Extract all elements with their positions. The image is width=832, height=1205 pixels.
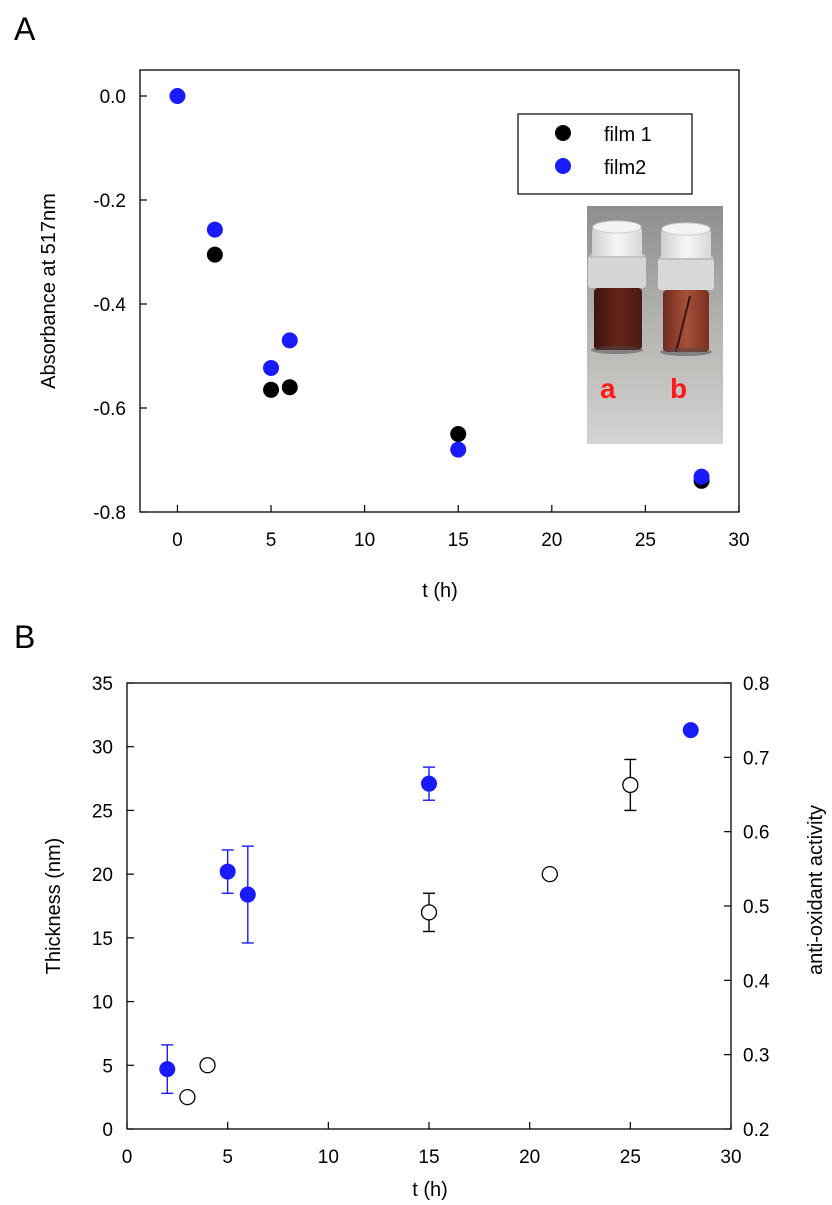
legend-label-film2: film2 <box>604 157 646 179</box>
panel-a-point-film1 <box>263 381 280 398</box>
panel-b-point-filled <box>159 1061 176 1078</box>
panel-a-legend: film 1 film2 <box>517 113 693 195</box>
inset-label-a: a <box>600 373 616 404</box>
panel-b-point-open <box>541 865 558 883</box>
panel-b-x-tick-label: 0 <box>122 1147 133 1168</box>
panel-b-y2-tick-label: 0.3 <box>743 1046 769 1067</box>
panel-b-point-filled <box>421 775 437 792</box>
panel-b-point-filled <box>219 863 236 880</box>
panel-b-y-axis-label: Thickness (nm) <box>43 838 65 975</box>
panel-a-point-film2 <box>450 441 467 458</box>
panel-a-y-tick-label: -0.8 <box>93 503 126 524</box>
panel-b-x-tick-label: 15 <box>418 1147 439 1168</box>
panel-b-y2-tick-label: 0.4 <box>743 971 770 992</box>
panel-a-x-tick-label: 30 <box>728 530 749 551</box>
panel-b-data-points <box>159 722 699 1106</box>
panel-b-x-axis-label: t (h) <box>412 1179 448 1201</box>
vial-a <box>588 220 646 354</box>
panel-a-point-film1 <box>450 426 467 442</box>
panel-b-point-open <box>179 1088 196 1106</box>
panel-b-x-tick-label: 20 <box>519 1147 540 1168</box>
legend-box <box>517 113 693 195</box>
panel-a-y-tick-label: -0.6 <box>93 399 126 420</box>
panel-b-x-tick-label: 30 <box>720 1147 741 1168</box>
panel-b-y-tick-label: 35 <box>92 674 113 695</box>
panel-a-x-axis-label: t (h) <box>422 580 458 602</box>
panel-b-ticks: 0 5 10 15 20 25 30 0 5 10 15 20 25 30 35 0.2 0.3 0.4 0.5 0.… <box>92 674 770 1168</box>
panel-a-point-film2 <box>281 332 298 349</box>
panel-a-point-film2 <box>206 221 223 238</box>
panel-b-y2-tick-label: 0.6 <box>743 823 769 844</box>
panel-b-y-tick-label: 10 <box>92 993 113 1014</box>
panel-b-point-open <box>199 1057 216 1074</box>
panel-b-point-open <box>420 904 438 921</box>
panel-b-y2-tick-label: 0.8 <box>743 674 769 695</box>
panel-b-y-tick-label: 15 <box>92 929 113 950</box>
panel-a-x-tick-label: 15 <box>448 530 469 551</box>
panel-b-y-tick-label: 25 <box>92 801 113 822</box>
panel-b-y-tick-label: 0 <box>102 1120 113 1141</box>
panel-a-y-tick-label: -0.4 <box>93 295 126 316</box>
panel-b-y2-tick-label: 0.2 <box>743 1120 769 1141</box>
panel-a-letter: A <box>14 11 36 47</box>
panel-a-point-film1 <box>206 246 223 263</box>
panel-a-point-film2 <box>169 88 186 104</box>
panel-b-x-tick-label: 25 <box>620 1147 641 1168</box>
panel-a-ticks: 0 5 10 15 20 25 30 0.0 -0.2 -0.4 -0.6 -0.8 <box>93 87 749 551</box>
legend-marker-film1 <box>555 125 571 141</box>
panel-b-x-tick-label: 5 <box>222 1147 233 1168</box>
panel-a-x-tick-label: 25 <box>635 530 656 551</box>
panel-b-x-tick-label: 10 <box>318 1147 339 1168</box>
inset-photo: a b <box>587 206 723 444</box>
panel-b-y2-axis-label: anti-oxidant activity <box>805 805 827 975</box>
panel-b-point-filled <box>682 722 699 739</box>
panel-b-y-tick-label: 5 <box>102 1056 113 1077</box>
panel-b-letter: B <box>14 619 35 655</box>
panel-b-point-open <box>622 776 639 794</box>
legend-label-film1: film 1 <box>604 124 652 146</box>
panel-b-y-tick-label: 30 <box>92 738 113 759</box>
panel-a-point-film2 <box>693 468 710 485</box>
panel-b-y2-tick-label: 0.5 <box>743 897 769 918</box>
panel-a-y-tick-label: -0.2 <box>93 191 126 212</box>
panel-a-point-film2 <box>263 359 280 376</box>
panel-a-data-points <box>169 88 710 489</box>
panel-a-x-tick-label: 20 <box>541 530 562 551</box>
panel-b-y2-tick-label: 0.7 <box>743 748 769 769</box>
panel-a-plot-frame <box>139 69 740 513</box>
panel-a-x-tick-label: 5 <box>266 530 277 551</box>
panel-a-y-tick-label: 0.0 <box>100 87 126 108</box>
inset-label-b: b <box>670 373 687 404</box>
panel-a-y-axis-label: Absorbance at 517nm <box>38 193 60 389</box>
panel-b-y-tick-label: 20 <box>92 865 113 886</box>
panel-a-point-film1 <box>281 379 298 396</box>
panel-b-point-filled <box>239 886 256 903</box>
panel-a-x-tick-label: 10 <box>354 530 375 551</box>
vial-b <box>658 222 714 356</box>
panel-a-x-tick-label: 0 <box>172 530 183 551</box>
legend-marker-film2 <box>555 158 571 174</box>
